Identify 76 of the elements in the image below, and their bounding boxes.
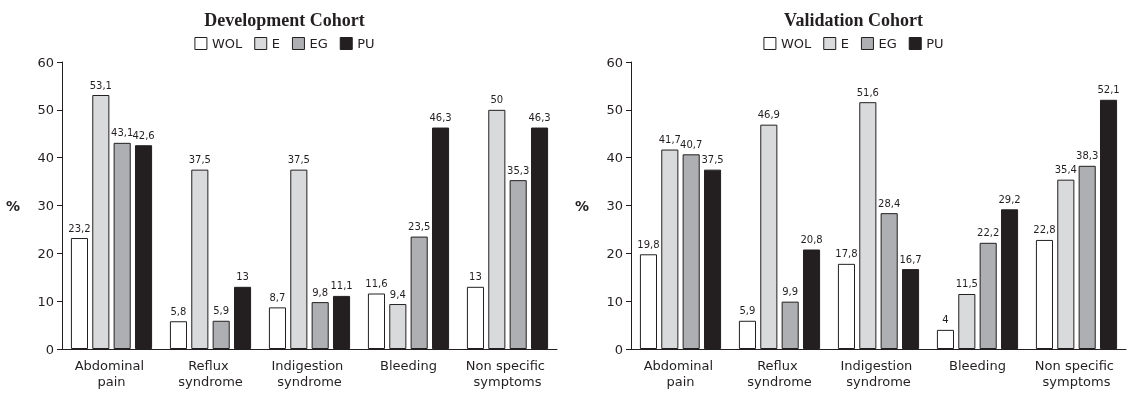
legend-label: EG [309, 36, 328, 51]
data-label: 42,6 [132, 129, 155, 141]
x-tick-label: Bleeding [380, 357, 437, 373]
x-tick-label: Indigestion syndrome [840, 357, 917, 389]
data-label: 37,5 [287, 154, 310, 166]
y-tick-label: 10 [606, 293, 623, 309]
legend-label: WOL [211, 36, 243, 51]
data-label: 23,5 [408, 221, 431, 233]
data-label: 37,5 [188, 154, 211, 166]
data-label: 9,9 [782, 286, 799, 298]
data-label: 23,2 [68, 222, 91, 234]
y-tick-label: 60 [606, 54, 623, 70]
data-label: 13 [236, 271, 249, 283]
data-label: 13 [469, 271, 482, 283]
y-tick-label: 60 [37, 54, 54, 70]
y-tick-label: 30 [606, 198, 623, 213]
data-label: 11,1 [330, 280, 353, 292]
x-tick-label: Non specific symptoms [1034, 357, 1119, 389]
data-label: 9,4 [389, 288, 406, 300]
data-label: 37,5 [701, 154, 724, 166]
data-label: 40,7 [680, 138, 703, 150]
data-label: 17,8 [835, 248, 858, 260]
data-label: 11,5 [955, 278, 978, 290]
legend-label: E [271, 36, 280, 51]
data-label: 20,8 [800, 234, 823, 246]
data-label: 52,1 [1097, 84, 1120, 96]
legend-label: PU [357, 36, 375, 51]
data-label: 50 [490, 94, 504, 106]
x-tick-label: Reflux syndrome [747, 357, 812, 389]
y-tick-label: 50 [37, 102, 54, 118]
data-label: 51,6 [856, 86, 879, 98]
y-tick-label: 0 [614, 341, 623, 357]
y-tick-label: 50 [606, 102, 623, 118]
data-label: 43,1 [111, 127, 134, 139]
x-tick-label: Bleeding [949, 357, 1006, 373]
x-tick-label: Abdominal pain [74, 357, 149, 389]
legend-label: EG [878, 36, 897, 51]
data-label: 35,4 [1054, 164, 1077, 176]
y-axis-title: % [574, 197, 589, 214]
chart-title: Validation Cohort [784, 10, 923, 30]
y-tick-label: 40 [37, 150, 54, 166]
data-label: 9,8 [312, 286, 329, 298]
y-tick-label: 10 [37, 293, 54, 309]
y-axis-title: % [5, 197, 20, 214]
x-tick-label: Non specific symptoms [465, 357, 550, 389]
y-tick-label: 20 [606, 245, 623, 261]
data-label: 53,1 [89, 79, 112, 91]
data-label: 29,2 [998, 193, 1021, 205]
data-label: 46,3 [528, 112, 551, 124]
legend-label: PU [926, 36, 944, 51]
data-label: 5,8 [170, 305, 187, 317]
y-tick-label: 40 [606, 150, 623, 166]
x-tick-label: Indigestion syndrome [271, 357, 348, 389]
data-label: 28,4 [878, 197, 901, 209]
data-label: 46,9 [757, 109, 780, 121]
data-label: 5,9 [739, 305, 756, 317]
data-label: 22,8 [1033, 224, 1056, 236]
data-label: 4 [942, 314, 949, 326]
x-tick-label: Abdominal pain [643, 357, 718, 389]
y-tick-label: 30 [37, 198, 54, 213]
chart-title: Development Cohort [204, 10, 365, 30]
data-label: 38,3 [1076, 150, 1099, 162]
data-label: 19,8 [637, 238, 660, 250]
data-label: 16,7 [899, 253, 922, 265]
data-label: 35,3 [507, 164, 530, 176]
data-label: 22,2 [977, 227, 1000, 239]
y-tick-label: 20 [37, 245, 54, 261]
data-label: 8,7 [269, 291, 286, 303]
legend-label: WOL [780, 36, 812, 51]
data-label: 11,6 [365, 278, 388, 290]
y-tick-label: 0 [45, 341, 54, 357]
legend-label: E [840, 36, 849, 51]
data-label: 41,7 [658, 134, 681, 146]
data-label: 5,9 [213, 305, 230, 317]
x-tick-label: Reflux syndrome [178, 357, 243, 389]
data-label: 46,3 [429, 112, 452, 124]
